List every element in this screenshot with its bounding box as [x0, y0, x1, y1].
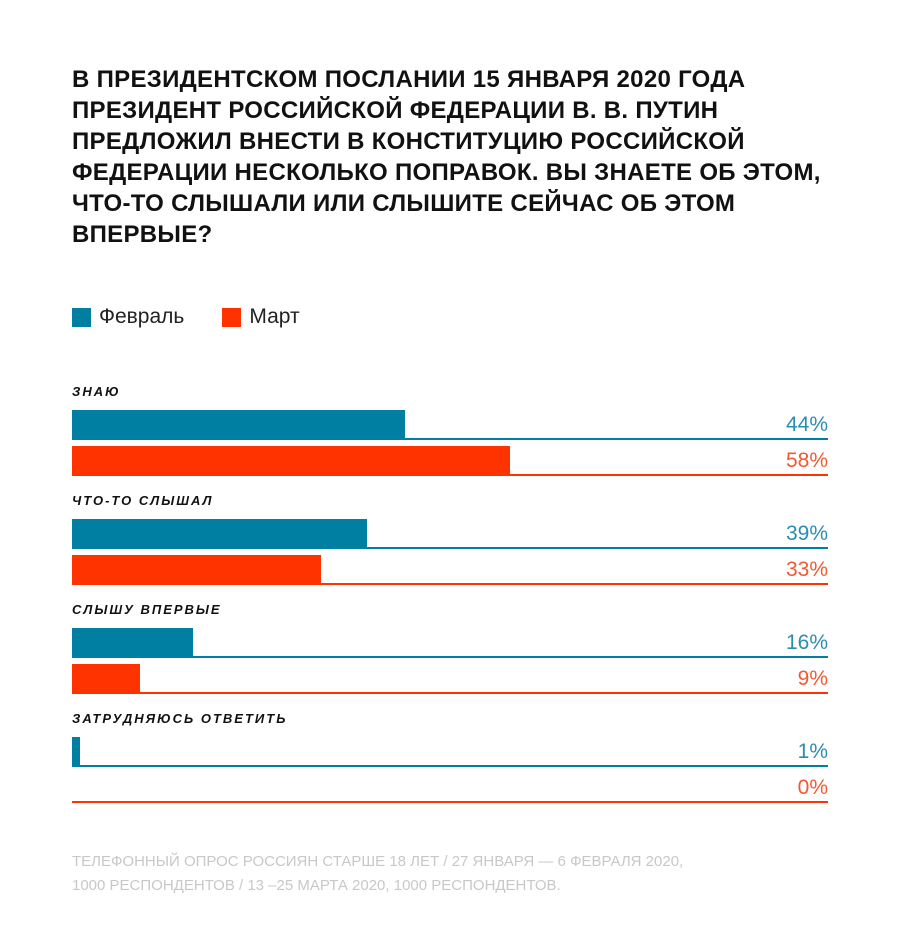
legend-label: Март — [249, 305, 300, 328]
category-label: ЗНАЮ — [72, 384, 121, 399]
legend-swatch — [222, 307, 242, 327]
legend-item-february: Февраль — [72, 305, 184, 329]
bar-baseline — [72, 801, 828, 803]
category-label: ЗАТРУДНЯЮСЬ ОТВЕТИТЬ — [72, 711, 288, 726]
footnote-line: ТЕЛЕФОННЫЙ ОПРОС РОССИЯН СТАРШЕ 18 ЛЕТ /… — [72, 853, 684, 870]
bar — [72, 737, 80, 767]
legend: Февраль Март — [72, 305, 300, 329]
bar-baseline — [72, 656, 828, 658]
legend-item-march: Март — [222, 305, 300, 329]
bar-baseline — [72, 765, 828, 767]
legend-swatch — [72, 307, 91, 327]
bar — [72, 664, 141, 694]
bar-baseline — [72, 692, 828, 694]
data-label: 1% — [797, 740, 828, 763]
data-label: 9% — [797, 667, 828, 690]
bar — [72, 446, 511, 476]
data-label: 33% — [785, 558, 828, 581]
bar — [72, 410, 405, 440]
category-label: ЧТО-ТО СЛЫШАЛ — [72, 493, 214, 508]
bar — [72, 519, 367, 549]
data-label: 16% — [785, 631, 828, 654]
bar — [72, 555, 322, 585]
legend-label: Февраль — [99, 305, 185, 328]
data-label: 39% — [785, 522, 828, 545]
bar-baseline — [72, 438, 828, 440]
bar-baseline — [72, 547, 828, 549]
data-label: 44% — [785, 413, 828, 436]
data-label: 58% — [785, 449, 828, 472]
data-label: 0% — [797, 776, 828, 799]
bar-baseline — [72, 583, 828, 585]
chart-title: В ПРЕЗИДЕНТСКОМ ПОСЛАНИИ 15 ЯНВАРЯ 2020 … — [72, 66, 821, 248]
footnote: ТЕЛЕФОННЫЙ ОПРОС РОССИЯН СТАРШЕ 18 ЛЕТ /… — [72, 850, 683, 898]
category-label: СЛЫШУ ВПЕРВЫЕ — [72, 602, 222, 617]
bar — [72, 628, 193, 658]
footnote-line: 1000 РЕСПОНДЕНТОВ / 13 –25 МАРТА 2020, 1… — [72, 877, 561, 894]
